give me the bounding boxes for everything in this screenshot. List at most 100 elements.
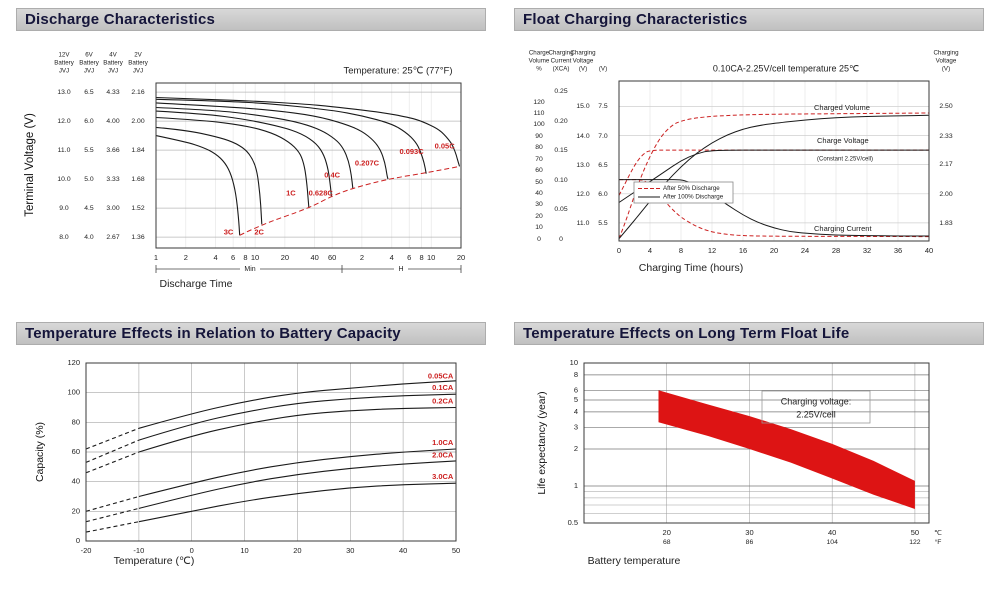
axis-header: JVJ	[84, 68, 94, 75]
series-0.05CA	[85, 427, 140, 450]
panel-title-bar: Temperature Effects in Relation to Batte…	[16, 322, 486, 345]
plot-border	[85, 362, 457, 542]
series-0.2CA	[85, 451, 140, 474]
annotation-line1: Charging voltage:	[781, 396, 852, 406]
x-tick-label: 50	[911, 528, 919, 537]
axis-header: (V)	[942, 66, 950, 73]
y-tick-label: 100	[67, 388, 80, 397]
axis-tick-label: 7.0	[598, 133, 608, 140]
series-1C	[155, 116, 310, 209]
x-tick-label-secondary: 104	[827, 539, 839, 546]
axis-header: Charging	[570, 50, 596, 57]
x-axis-title: Discharge Time	[160, 278, 233, 290]
axis-tick-label: 6.5	[84, 89, 94, 96]
series-0.4C	[155, 106, 354, 189]
axis-tick-label: 5.5	[84, 147, 94, 154]
x-tick-label: 0	[190, 546, 194, 555]
axis-tick-label: 2.16	[131, 89, 144, 96]
axis-tick-label: 12.0	[57, 118, 70, 125]
axis-header: (V)	[599, 66, 607, 73]
series-0.1CA	[138, 393, 457, 441]
axis-header: Battery	[54, 60, 75, 67]
y-axis-title: Life expectancy (year)	[536, 391, 548, 494]
discharge-characteristics-chart: 1 2 4 6 8 10 20 40 60 2 4 6 8 10 2012VBatteryJVJ13.012…	[24, 52, 465, 290]
axis-tick-label: 14.0	[576, 133, 589, 140]
series-0.093C	[155, 98, 427, 174]
x-tick-label: 12	[708, 246, 716, 255]
axis-header: 4V	[109, 52, 117, 59]
axis-tick-label: 8.0	[59, 234, 69, 241]
x-tick-label: 10	[251, 253, 259, 262]
x-tick-label: 20	[293, 546, 301, 555]
axis-tick-label: 0.05	[554, 206, 567, 213]
x-axis-title: Temperature (℃)	[114, 555, 195, 567]
panel-temperature-float-life: Temperature Effects on Long Term Float L…	[514, 322, 984, 590]
series-0.05CA	[138, 380, 457, 429]
axis-header: JVJ	[133, 68, 143, 75]
axis-tick-label: 7.5	[598, 103, 608, 110]
axis-tick-label: 2.67	[106, 234, 119, 241]
axis-tick-label: 4.00	[106, 118, 119, 125]
x-tick-label: 20	[457, 253, 465, 262]
series-charging-current-100	[619, 179, 929, 237]
x-tick-label: 20	[770, 246, 778, 255]
axis-header: (V)	[579, 66, 587, 73]
curve-label: 3C	[224, 228, 234, 237]
axis-header: 2V	[134, 52, 142, 59]
x-tick-label: 6	[231, 253, 235, 262]
y-tick-label: 10	[570, 358, 578, 367]
legend-box	[633, 181, 734, 204]
axis-tick-label: 9.0	[59, 205, 69, 212]
x-tick-label: 30	[346, 546, 354, 555]
plot-border	[618, 80, 930, 242]
axis-tick-label: 90	[535, 133, 543, 140]
x-tick-label: 40	[399, 546, 407, 555]
axis-header: Charging	[548, 50, 574, 57]
curve-label: 1C	[286, 189, 296, 198]
axis-tick-label: 4.5	[84, 205, 94, 212]
panel-float-charging-characteristics: Float Charging Characteristics 0 4 8 12 16 20…	[514, 8, 984, 303]
minutes-axis-segment-label: Min	[244, 266, 255, 273]
axis-header: Voltage	[936, 58, 957, 65]
condition-annotation: 0.10CA-2.25V/cell temperature 25℃	[713, 63, 859, 73]
axis-tick-label: 3.00	[106, 205, 119, 212]
curve-label-charging-current: Charging Current	[814, 224, 872, 233]
axis-tick-label: 1.84	[131, 147, 144, 154]
axis-tick-label: 20	[535, 213, 543, 220]
legend-entry-100: After 100% Discharge	[663, 194, 724, 201]
axis-tick-label: 0	[537, 236, 541, 243]
axis-tick-label: 10	[535, 224, 543, 231]
axis-tick-label: 30	[535, 201, 543, 208]
axis-tick-label: 40	[535, 190, 543, 197]
series-2.0CA	[138, 460, 457, 509]
x-tick-label: 2	[184, 253, 188, 262]
axis-tick-label: 5.5	[598, 220, 608, 227]
axis-tick-label: 120	[533, 99, 545, 106]
y-tick-label: 60	[72, 447, 80, 456]
x-tick-label: 36	[894, 246, 902, 255]
axis-header: 12V	[58, 52, 70, 59]
y-tick-label: 1	[574, 481, 578, 490]
axis-tick-label: 6.5	[598, 162, 608, 169]
x-tick-label: -10	[133, 546, 144, 555]
curve-label: 3.0CA	[432, 472, 454, 481]
axis-header: Charging	[933, 50, 959, 57]
axis-tick-label: 3.66	[106, 147, 119, 154]
axis-tick-label: 80	[535, 144, 543, 151]
series-3.0CA	[85, 521, 140, 533]
axis-tick-label: 6.0	[84, 118, 94, 125]
plot-border	[583, 362, 930, 524]
celsius-unit: ℃	[934, 530, 942, 537]
y-tick-label: 4	[574, 407, 578, 416]
axis-tick-label: 4.0	[84, 234, 94, 241]
axis-tick-label: 0.25	[554, 88, 567, 95]
series-0.207C	[155, 102, 389, 180]
x-tick-label: 32	[863, 246, 871, 255]
axis-tick-label: 50	[535, 179, 543, 186]
curve-label: 0.05C	[435, 141, 456, 150]
axis-tick-label: 0.20	[554, 118, 567, 125]
x-tick-label: -20	[81, 546, 92, 555]
axis-tick-label: 11.0	[577, 220, 590, 227]
